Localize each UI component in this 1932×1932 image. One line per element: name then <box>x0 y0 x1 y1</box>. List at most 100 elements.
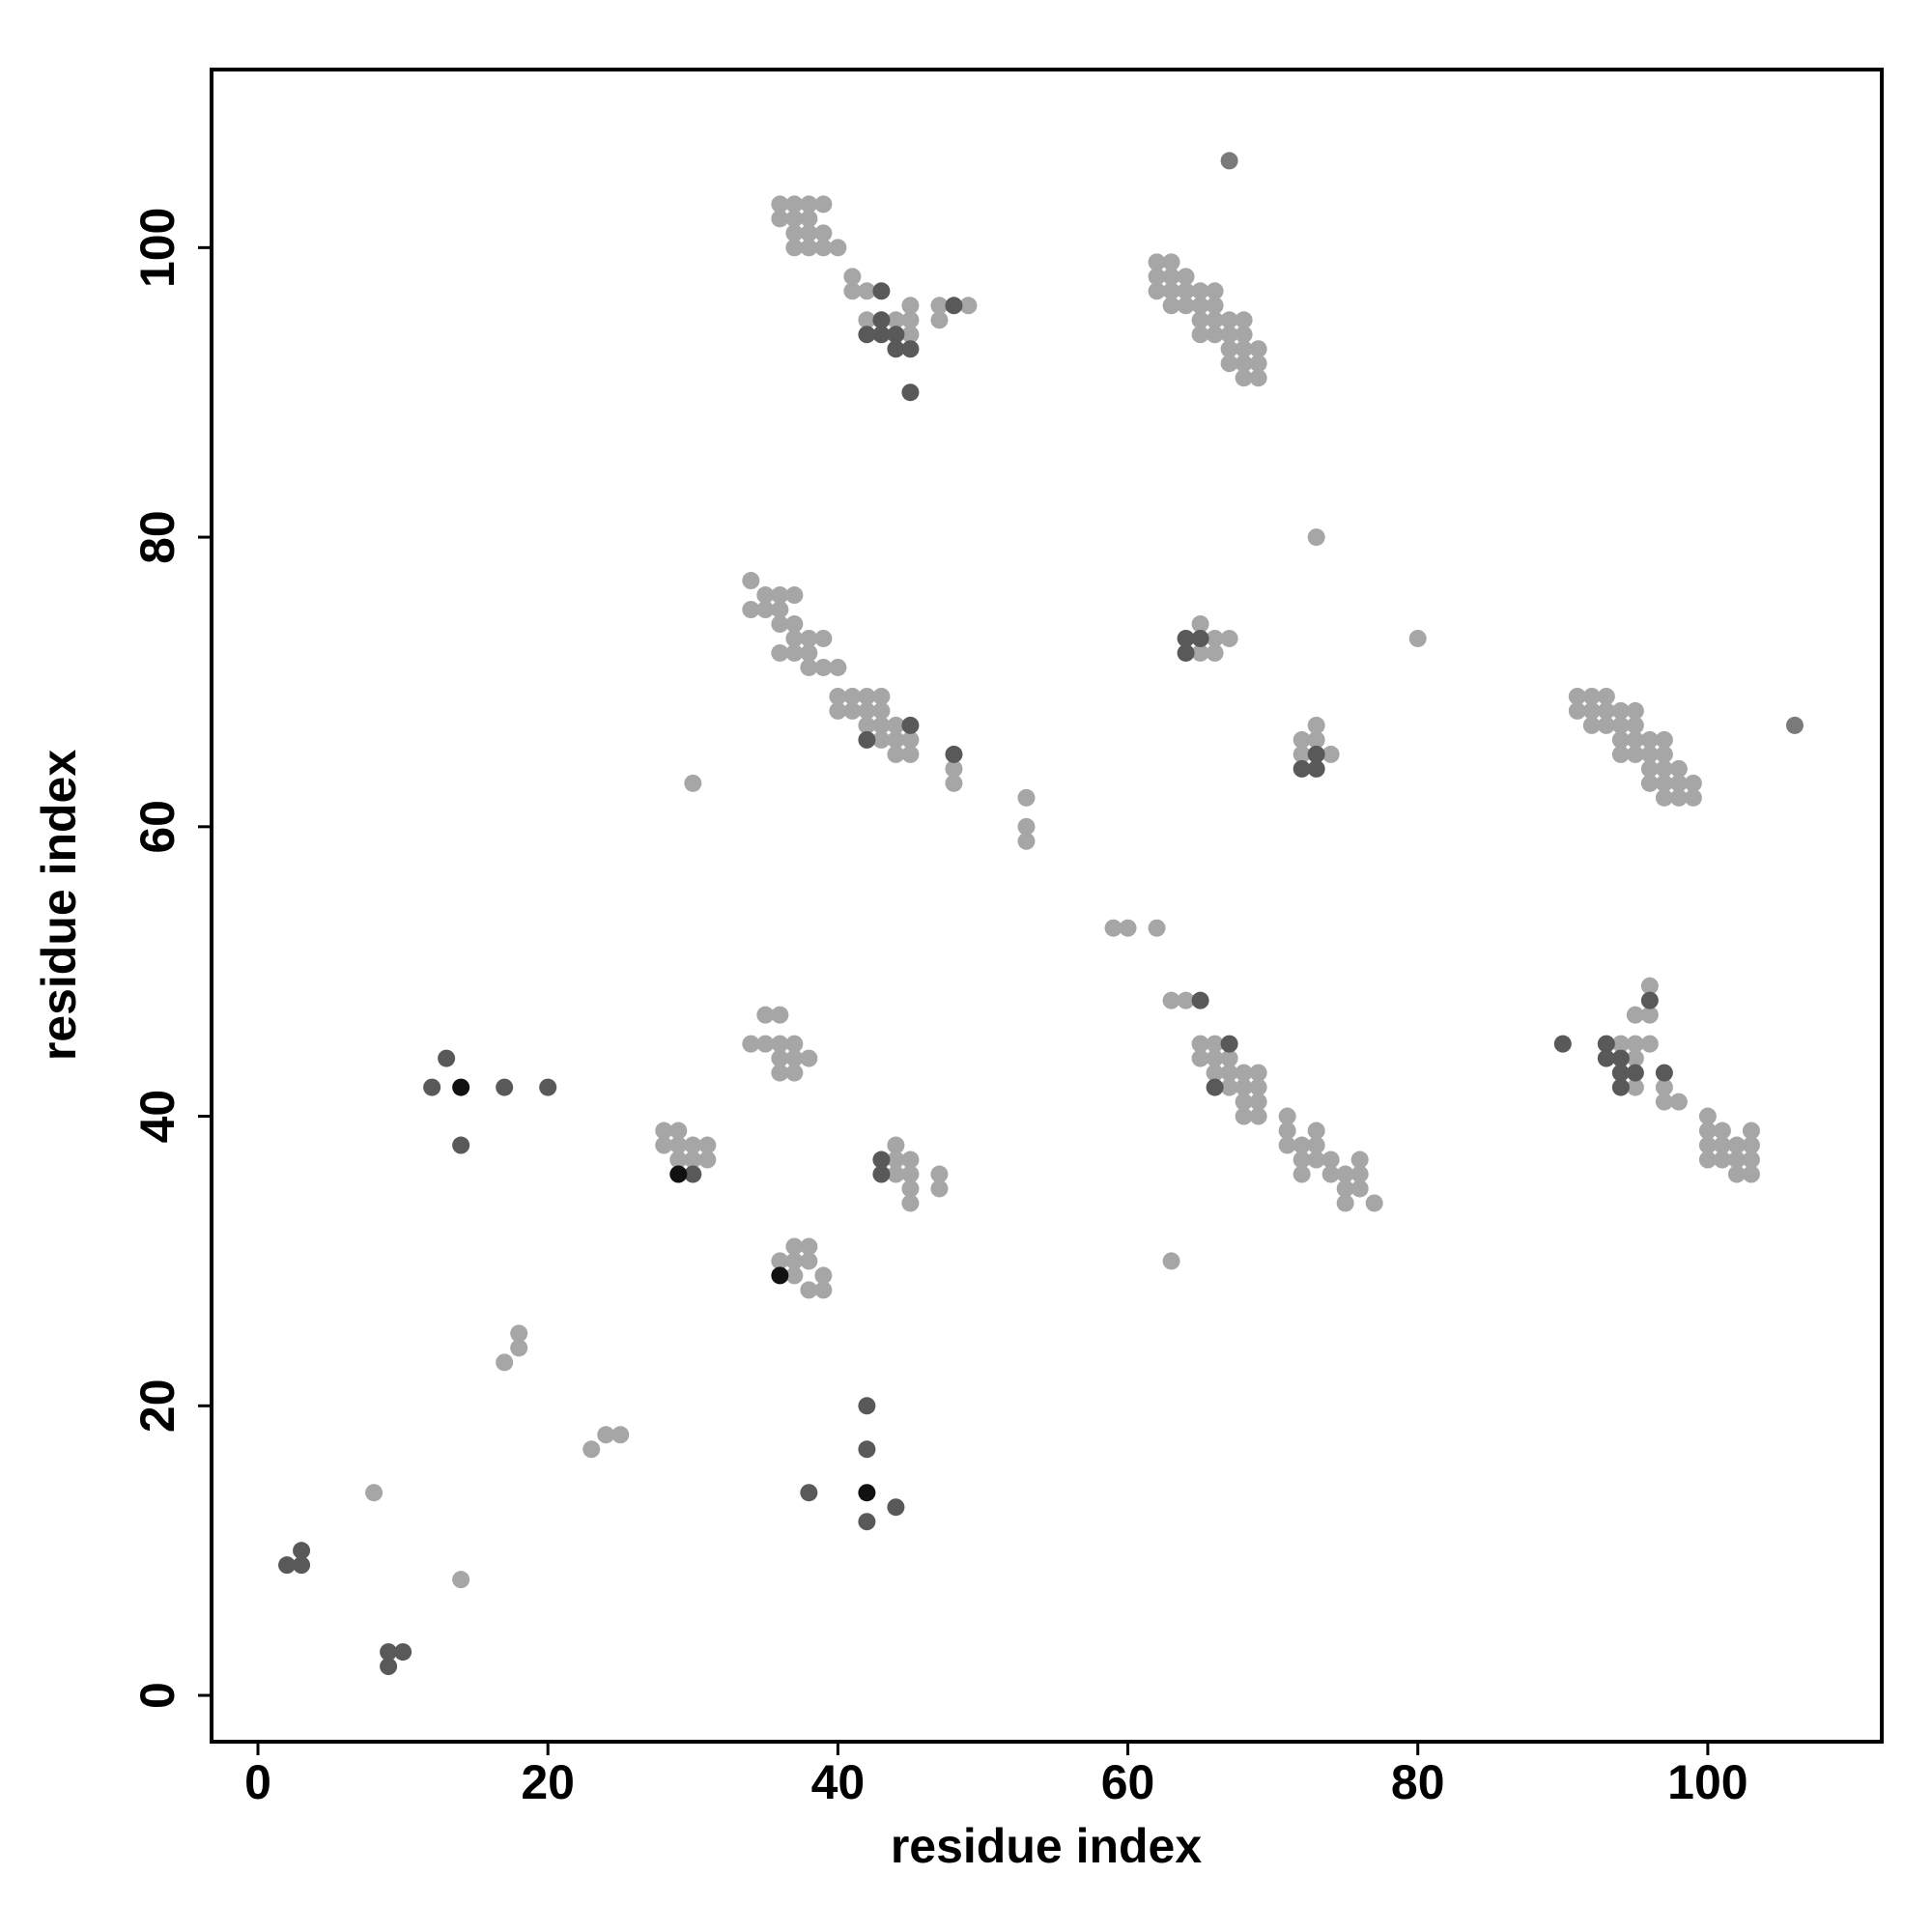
point <box>1626 701 1644 720</box>
point <box>771 1049 789 1067</box>
point <box>887 716 905 734</box>
point <box>800 1484 818 1502</box>
point <box>959 297 978 315</box>
point <box>814 1266 833 1285</box>
point <box>771 1266 789 1285</box>
point <box>1177 282 1195 300</box>
point <box>1148 253 1166 271</box>
y-tick-label: 60 <box>130 800 185 854</box>
point <box>901 1165 920 1183</box>
point <box>756 1035 775 1053</box>
point <box>785 1035 804 1053</box>
point <box>496 1353 514 1372</box>
point <box>452 1571 470 1589</box>
point <box>1249 1093 1267 1111</box>
point <box>1191 629 1209 647</box>
point <box>1104 919 1122 937</box>
point <box>1162 268 1180 286</box>
point <box>1307 745 1325 763</box>
point <box>800 1252 818 1270</box>
point <box>1162 991 1180 1009</box>
point <box>1220 1078 1238 1096</box>
point <box>843 701 862 720</box>
point <box>872 687 891 705</box>
point <box>1582 687 1601 705</box>
point <box>872 326 891 344</box>
point <box>1293 745 1311 763</box>
point <box>785 586 804 605</box>
point <box>1307 759 1325 778</box>
point <box>901 340 920 358</box>
point <box>800 1049 818 1067</box>
point <box>1611 730 1630 749</box>
point <box>1640 991 1659 1009</box>
x-tick-label: 0 <box>244 1755 271 1809</box>
point <box>1611 1064 1630 1082</box>
point <box>1293 1136 1311 1154</box>
point <box>785 1252 804 1270</box>
point <box>1249 355 1267 373</box>
point <box>1206 1064 1224 1082</box>
point <box>1321 1165 1340 1183</box>
point <box>1582 716 1601 734</box>
point <box>930 1165 949 1183</box>
point <box>843 687 862 705</box>
point <box>1553 1035 1572 1053</box>
point <box>1206 311 1224 329</box>
point <box>1206 1049 1224 1067</box>
point <box>655 1136 673 1154</box>
point <box>1307 528 1325 547</box>
point <box>293 1542 311 1560</box>
point <box>496 1078 514 1096</box>
point <box>1162 297 1180 315</box>
point <box>1235 326 1253 344</box>
point <box>800 239 818 257</box>
point <box>785 629 804 647</box>
point <box>1669 1093 1688 1111</box>
point <box>1655 759 1673 778</box>
point <box>1220 326 1238 344</box>
y-tick-label: 100 <box>130 208 185 288</box>
point <box>510 1339 528 1357</box>
point <box>1742 1122 1760 1140</box>
point <box>1293 759 1311 778</box>
point <box>887 1498 905 1517</box>
point <box>1220 1064 1238 1082</box>
point <box>698 1151 717 1169</box>
point <box>901 730 920 749</box>
point <box>887 1151 905 1169</box>
point <box>1568 701 1586 720</box>
point <box>539 1078 557 1096</box>
point <box>684 1165 702 1183</box>
point <box>756 601 775 619</box>
point <box>858 687 876 705</box>
point <box>887 326 905 344</box>
x-tick-label: 80 <box>1391 1755 1445 1809</box>
point <box>1235 1093 1253 1111</box>
point <box>785 210 804 228</box>
point <box>814 224 833 242</box>
point <box>1148 919 1166 937</box>
point <box>1162 1252 1180 1270</box>
point <box>800 629 818 647</box>
point <box>698 1136 717 1154</box>
point <box>1640 1035 1659 1053</box>
point <box>1235 355 1253 373</box>
point <box>901 1194 920 1212</box>
point <box>858 1397 876 1415</box>
point <box>829 687 847 705</box>
point <box>1408 629 1427 647</box>
point <box>1640 759 1659 778</box>
point <box>1684 774 1702 792</box>
point <box>1249 369 1267 387</box>
point <box>1713 1136 1731 1154</box>
point <box>872 1165 891 1183</box>
y-tick-label: 40 <box>130 1090 185 1144</box>
point <box>380 1643 398 1662</box>
point <box>1235 369 1253 387</box>
point <box>1206 326 1224 344</box>
point <box>1611 1035 1630 1053</box>
point <box>1698 1122 1717 1140</box>
point <box>1626 1035 1644 1053</box>
point <box>1611 1078 1630 1096</box>
